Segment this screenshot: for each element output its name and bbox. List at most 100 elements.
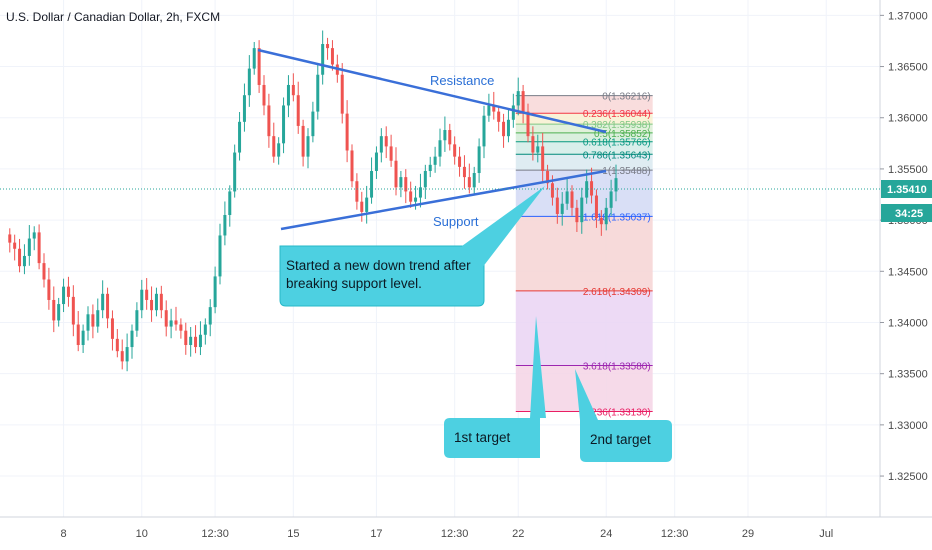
candle-body xyxy=(145,289,149,300)
candle-body xyxy=(96,310,100,327)
candle-body xyxy=(384,136,388,147)
candle-body xyxy=(374,152,378,171)
candle-body xyxy=(296,95,300,126)
x-tick-label: 24 xyxy=(600,528,612,540)
candle-body xyxy=(594,195,598,219)
x-tick-label: Jul xyxy=(819,528,833,540)
candle-body xyxy=(330,48,334,65)
candle-body xyxy=(189,336,193,346)
resistance-label: Resistance xyxy=(430,73,494,88)
candle-body xyxy=(575,207,579,223)
candle-body xyxy=(91,314,95,327)
y-axis[interactable]: 1.370001.365001.360001.355001.350001.345… xyxy=(880,10,928,483)
fib-zone xyxy=(515,141,653,155)
x-axis[interactable]: 8 10 12:30 15 17 12:30 22 24 12:30 29 Jul xyxy=(60,528,833,540)
candle-body xyxy=(453,144,457,157)
candle-body xyxy=(541,146,545,171)
x-tick-label: 12:30 xyxy=(661,528,689,540)
candle-body xyxy=(110,318,114,339)
candle-body xyxy=(242,95,246,122)
candle-body xyxy=(71,296,75,325)
candle-body xyxy=(448,130,452,145)
fib-level-label: 0.786(1.35643) xyxy=(583,150,651,161)
callout-target1[interactable]: 1st target xyxy=(444,316,546,458)
candle-body xyxy=(62,286,66,305)
y-tick-label: 1.33500 xyxy=(888,369,928,381)
callout-main-line1: Started a new down trend after xyxy=(286,258,471,273)
candle-body xyxy=(27,238,31,256)
candle-body xyxy=(560,203,564,214)
candle-body xyxy=(272,136,276,157)
price-axis-bg xyxy=(880,0,932,550)
candle-body xyxy=(203,324,207,335)
candle-body xyxy=(247,68,251,96)
candle-body xyxy=(257,48,261,85)
candle-body xyxy=(86,314,90,331)
candle-body xyxy=(286,84,290,106)
callout-target2[interactable]: 2nd target xyxy=(575,369,672,462)
x-tick-label: 12:30 xyxy=(441,528,469,540)
candle-body xyxy=(311,111,315,137)
fib-level-label: 3.618(1.33580) xyxy=(583,361,651,372)
candle-body xyxy=(52,299,56,321)
fib-level-label: 0.5(1.35852) xyxy=(594,129,651,140)
fib-zone xyxy=(515,124,653,133)
callout-main-line2: breaking support level. xyxy=(286,276,422,291)
candle-body xyxy=(76,324,80,346)
candle-body xyxy=(130,330,134,348)
candle-body xyxy=(291,84,295,96)
candle-body xyxy=(194,336,198,348)
candle-body xyxy=(32,232,36,239)
candle-body xyxy=(370,170,374,198)
candle-body xyxy=(150,299,154,311)
candle-body xyxy=(213,276,217,308)
candle-body xyxy=(135,310,139,331)
candle-body xyxy=(66,286,70,297)
resistance-line[interactable] xyxy=(257,48,607,134)
candle-body xyxy=(531,136,535,153)
support-line[interactable] xyxy=(280,169,607,231)
candle-body xyxy=(223,214,227,236)
candle-body xyxy=(238,121,242,153)
x-tick-label: 22 xyxy=(512,528,524,540)
candle-body xyxy=(585,181,589,198)
chart-title: U.S. Dollar / Canadian Dollar, 2h, FXCM xyxy=(6,10,220,24)
candle-body xyxy=(106,293,110,319)
fib-level-label: 1.618(1.35037) xyxy=(583,212,651,223)
candle-body xyxy=(418,187,422,198)
trendlines[interactable] xyxy=(257,48,607,231)
candle-body xyxy=(516,91,520,106)
candle-body xyxy=(301,125,305,157)
fib-level-label: 4.236(1.33130) xyxy=(583,408,651,419)
candle-body xyxy=(164,310,168,327)
y-tick-label: 1.36000 xyxy=(888,113,928,125)
candle-body xyxy=(428,164,432,171)
callout-main[interactable]: Started a new down trend after breaking … xyxy=(279,186,545,307)
candle-body xyxy=(609,191,613,208)
candle-body xyxy=(458,156,462,167)
candle-body xyxy=(443,130,447,141)
candle-body xyxy=(208,307,212,325)
candle-body xyxy=(340,74,344,114)
candle-body xyxy=(184,330,188,346)
candle-body xyxy=(570,191,574,208)
candle-body xyxy=(321,44,325,75)
candle-body xyxy=(355,181,359,202)
candle-body xyxy=(438,140,442,157)
fib-level-label: 0.382(1.35938) xyxy=(583,120,651,131)
candlestick-series xyxy=(8,30,618,372)
fib-zone xyxy=(515,216,653,291)
candle-body xyxy=(399,177,403,188)
candle-body xyxy=(22,255,26,267)
candle-body xyxy=(526,111,530,137)
candle-body xyxy=(511,105,515,120)
candle-body xyxy=(433,156,437,165)
candle-body xyxy=(580,197,584,223)
candle-body xyxy=(37,232,41,264)
candle-body xyxy=(487,105,491,116)
candle-body xyxy=(125,347,129,362)
candle-body xyxy=(404,177,408,192)
candle-body xyxy=(462,166,466,178)
candle-body xyxy=(546,170,550,184)
